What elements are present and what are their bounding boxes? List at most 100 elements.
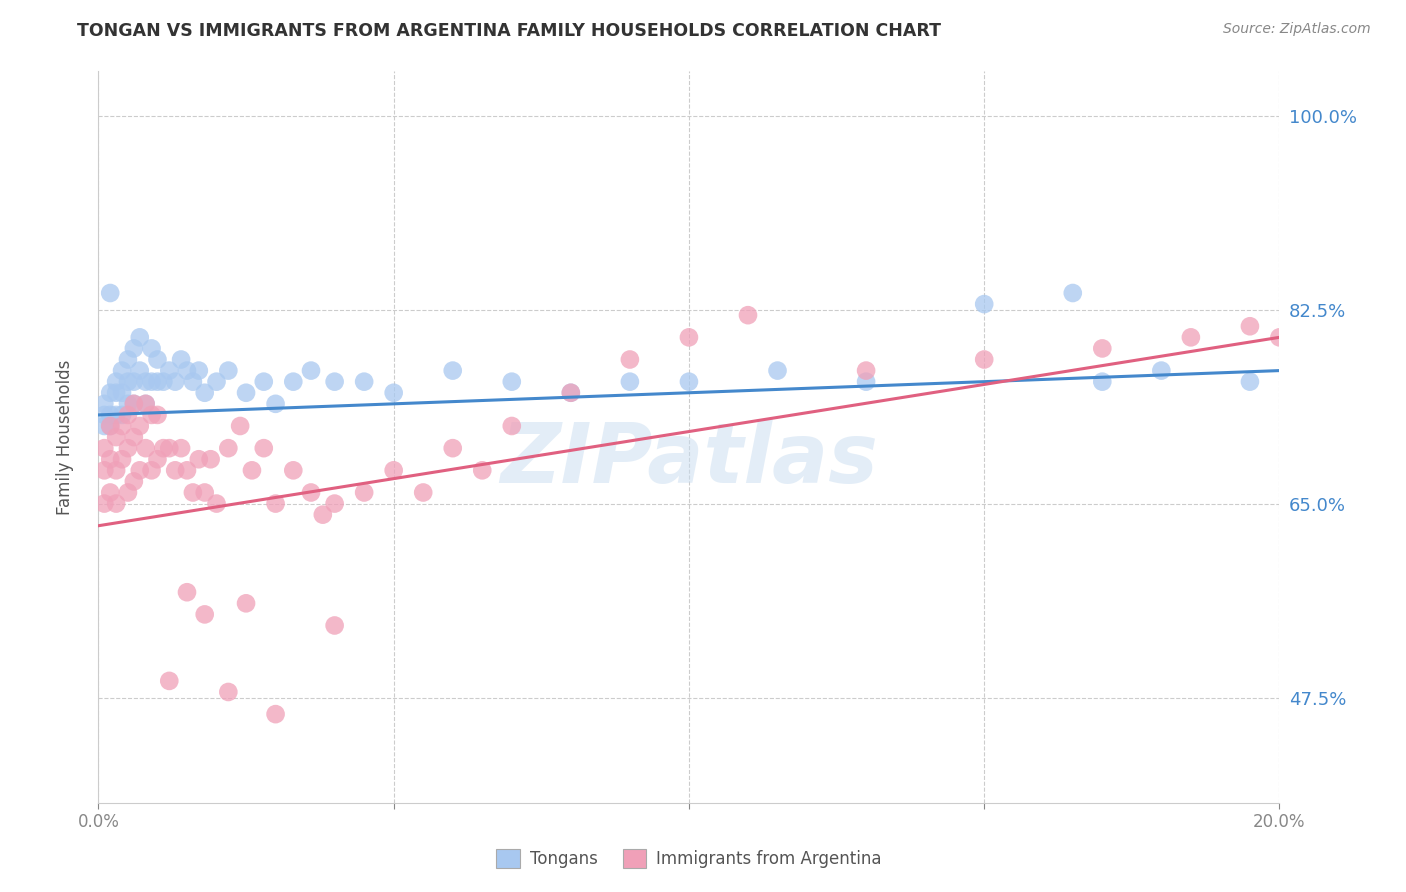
- Point: [98, 408, 121, 422]
- Point: [283, 463, 305, 477]
- Text: Source: ZipAtlas.com: Source: ZipAtlas.com: [1223, 22, 1371, 37]
- Point: [146, 352, 169, 367]
- Point: [122, 397, 145, 411]
- Point: [141, 342, 163, 356]
- Point: [235, 385, 257, 400]
- Point: [560, 385, 582, 400]
- Point: [152, 375, 174, 389]
- Point: [217, 685, 239, 699]
- Point: [135, 375, 157, 389]
- Point: [146, 375, 169, 389]
- Point: [187, 363, 209, 377]
- Point: [240, 463, 263, 477]
- Point: [194, 607, 217, 622]
- Point: [105, 408, 128, 422]
- Point: [264, 397, 287, 411]
- Point: [229, 419, 252, 434]
- Point: [619, 352, 641, 367]
- Point: [1239, 319, 1261, 334]
- Point: [98, 419, 121, 434]
- Point: [157, 673, 180, 688]
- Point: [135, 441, 157, 455]
- Point: [93, 463, 115, 477]
- Point: [217, 441, 239, 455]
- Point: [737, 308, 759, 322]
- Point: [146, 452, 169, 467]
- Point: [117, 352, 139, 367]
- Point: [181, 485, 204, 500]
- Point: [122, 375, 145, 389]
- Point: [98, 485, 121, 500]
- Point: [93, 408, 115, 422]
- Point: [187, 452, 209, 467]
- Point: [1062, 285, 1084, 300]
- Point: [678, 375, 700, 389]
- Point: [117, 485, 139, 500]
- Point: [117, 408, 139, 422]
- Point: [98, 285, 121, 300]
- Y-axis label: Family Households: Family Households: [56, 359, 75, 515]
- Point: [93, 441, 115, 455]
- Point: [98, 385, 121, 400]
- Point: [194, 385, 217, 400]
- Point: [176, 585, 198, 599]
- Point: [135, 397, 157, 411]
- Point: [176, 463, 198, 477]
- Point: [135, 397, 157, 411]
- Point: [194, 485, 217, 500]
- Point: [1150, 363, 1173, 377]
- Point: [471, 463, 494, 477]
- Point: [122, 430, 145, 444]
- Point: [441, 441, 464, 455]
- Point: [141, 463, 163, 477]
- Point: [105, 375, 128, 389]
- Point: [157, 363, 180, 377]
- Point: [253, 375, 276, 389]
- Point: [312, 508, 335, 522]
- Point: [264, 707, 287, 722]
- Point: [217, 363, 239, 377]
- Point: [1268, 330, 1291, 344]
- Point: [1091, 375, 1114, 389]
- Point: [855, 363, 877, 377]
- Point: [128, 330, 150, 344]
- Point: [93, 419, 115, 434]
- Point: [146, 408, 169, 422]
- Point: [157, 441, 180, 455]
- Point: [299, 485, 322, 500]
- Point: [105, 497, 128, 511]
- Point: [353, 375, 375, 389]
- Point: [105, 430, 128, 444]
- Point: [141, 375, 163, 389]
- Point: [501, 419, 523, 434]
- Point: [111, 408, 134, 422]
- Point: [560, 385, 582, 400]
- Point: [205, 497, 228, 511]
- Point: [170, 352, 193, 367]
- Point: [117, 397, 139, 411]
- Point: [105, 385, 128, 400]
- Point: [382, 385, 405, 400]
- Point: [412, 485, 434, 500]
- Point: [264, 497, 287, 511]
- Text: ZIPatlas: ZIPatlas: [501, 418, 877, 500]
- Point: [165, 375, 187, 389]
- Point: [105, 463, 128, 477]
- Point: [299, 363, 322, 377]
- Point: [128, 419, 150, 434]
- Point: [152, 441, 174, 455]
- Point: [501, 375, 523, 389]
- Point: [117, 375, 139, 389]
- Point: [128, 363, 150, 377]
- Point: [98, 419, 121, 434]
- Point: [93, 497, 115, 511]
- Point: [253, 441, 276, 455]
- Point: [181, 375, 204, 389]
- Point: [165, 463, 187, 477]
- Point: [1239, 375, 1261, 389]
- Point: [111, 385, 134, 400]
- Point: [973, 297, 995, 311]
- Point: [200, 452, 222, 467]
- Point: [382, 463, 405, 477]
- Point: [973, 352, 995, 367]
